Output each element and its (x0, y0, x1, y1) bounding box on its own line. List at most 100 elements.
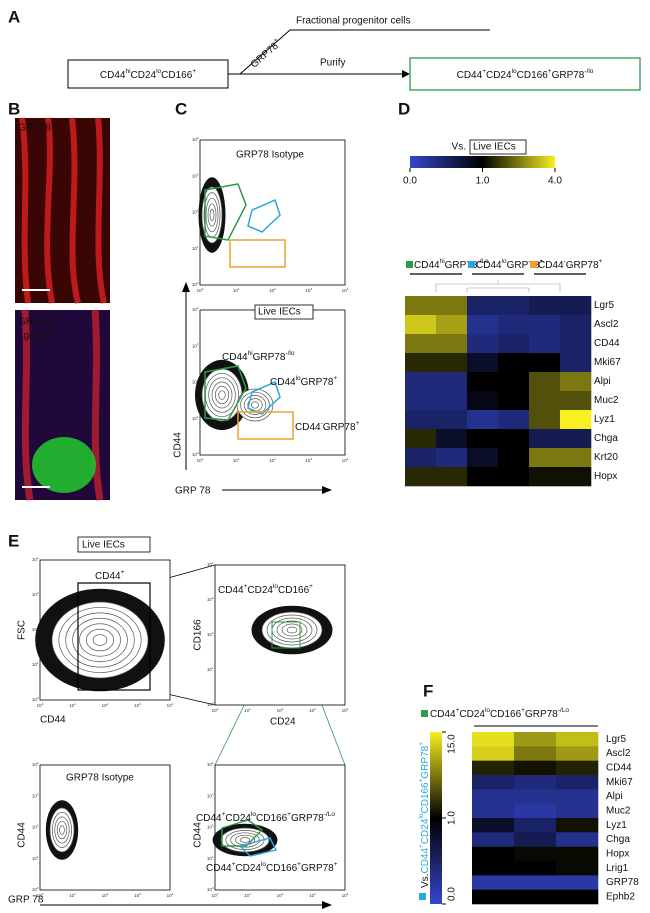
row-label: GRP78 (606, 877, 639, 888)
heat-cell (498, 296, 530, 316)
x-tick-label-part: 3 (310, 457, 312, 461)
heat-cell (498, 315, 530, 335)
heat-cell (529, 296, 561, 316)
scale-prefix: Vs. (420, 874, 431, 888)
scale-reference-part: GRP78 (420, 745, 431, 778)
contour (209, 209, 215, 221)
group-label-part: CD44 (430, 709, 456, 720)
arrow-head (402, 70, 410, 78)
x-tick-label-part: 0 (202, 287, 204, 291)
heat-cell (498, 334, 530, 354)
group-label-part: CD44 (476, 260, 502, 271)
y-tick-label-part: 2 (212, 631, 214, 635)
y-tick-label: 104 (32, 761, 39, 767)
contour (207, 203, 217, 227)
x-tick-label: 104 (342, 892, 349, 898)
x-tick-label-part: 10 (277, 708, 283, 713)
gate-label-part: CD44 (206, 863, 232, 874)
x-tick-label-part: 2 (282, 707, 284, 711)
y-tick-label-part: 4 (197, 306, 199, 310)
target-label-part: CD166 (517, 70, 549, 81)
row-label: Ephb2 (606, 891, 635, 902)
contour (286, 626, 298, 634)
contour (261, 611, 323, 649)
x-tick-label: 102 (277, 892, 284, 898)
heat-cell (472, 803, 515, 819)
x-tick-label-part: 1 (249, 707, 251, 711)
scale-prefix: Vs. (452, 142, 466, 153)
gate (229, 239, 286, 268)
y-tick-label-part: 0 (197, 451, 199, 455)
heat-cell (529, 391, 561, 411)
row-label: Lgr5 (606, 734, 626, 745)
x-tick-label-part: 2 (282, 892, 284, 896)
gate-label: CD44-GRP78+ (295, 420, 360, 432)
heat-cell (529, 429, 561, 449)
contour (72, 617, 128, 663)
plot-title: GRP78 Isotype (236, 150, 304, 161)
y-tick-label-part: 1 (37, 855, 39, 859)
y-tick-label-part: 10 (32, 762, 38, 767)
row-label: Lyz1 (606, 820, 627, 831)
y-tick-label-part: 10 (32, 856, 38, 861)
heat-cell (560, 334, 592, 354)
contour (49, 807, 75, 853)
x-tick-label-part: 4 (347, 892, 349, 896)
x-tick-label: 103 (305, 287, 312, 293)
y-tick-label-part: 10 (207, 667, 213, 672)
y-tick-label-part: 0 (212, 701, 214, 705)
gate-label-part: CD44 (270, 377, 296, 388)
heat-cell (498, 467, 530, 487)
target-label-part: GRP78 (552, 70, 585, 81)
x-tick-label-part: 4 (172, 892, 174, 896)
x-axis-label: GRP 78 (175, 486, 211, 497)
heat-cell (467, 467, 499, 487)
x-tick-label: 102 (102, 702, 109, 708)
x-tick-label: 101 (244, 707, 251, 713)
x-tick-label-part: 10 (244, 708, 250, 713)
source-label-part: + (192, 68, 196, 75)
stain-label: GRP78 (18, 317, 51, 328)
row-label: Mki67 (606, 777, 633, 788)
heat-cell (498, 448, 530, 468)
y-axis-label: CD166 (193, 619, 204, 651)
y-tick-label-part: 10 (192, 452, 198, 457)
y-tick-label-part: 10 (192, 173, 198, 178)
y-tick-label-part: 3 (197, 342, 199, 346)
heat-cell (405, 372, 437, 392)
heat-cell (436, 353, 468, 373)
y-tick-label-part: 4 (197, 136, 199, 140)
row-label: Alpi (594, 376, 611, 387)
heat-cell (436, 448, 468, 468)
y-tick-label-part: 10 (207, 562, 213, 567)
plot-title: Live IECs (258, 307, 301, 318)
group-label-part: hi (440, 258, 445, 265)
target-label-part: -/lo (584, 68, 593, 75)
panel-letter: E (8, 531, 19, 550)
x-tick-label-part: 1 (74, 702, 76, 706)
row-label: Lgr5 (594, 300, 614, 311)
y-tick-label-part: 1 (212, 855, 214, 859)
x-tick-label-part: 10 (197, 288, 203, 293)
branch-label-part: + (272, 37, 280, 45)
y-tick-label-part: 10 (192, 282, 198, 287)
y-tick-label: 104 (32, 556, 39, 562)
gate-label-part: CD24 (225, 813, 251, 824)
y-tick-label-part: 10 (32, 697, 38, 702)
arrow-head (322, 901, 332, 909)
scale-caption: Vs.CD44+CD24loCD166+GRP78+ (418, 742, 430, 888)
heat-cell (467, 353, 499, 373)
group-label-part: GRP78 (445, 260, 478, 271)
heat-cell (556, 789, 599, 804)
y-axis-label: CD44 (173, 432, 184, 458)
heat-cell (472, 861, 515, 876)
scale-reference-part: CD24 (420, 818, 431, 844)
scale-reference-part: CD166 (420, 782, 431, 814)
y-tick-label-part: 3 (37, 591, 39, 595)
heat-cell (405, 315, 437, 335)
contour (218, 390, 226, 400)
gate (237, 411, 294, 440)
villi-top (19, 117, 107, 304)
row-label: Krt20 (594, 452, 618, 463)
heat-cell (498, 429, 530, 449)
